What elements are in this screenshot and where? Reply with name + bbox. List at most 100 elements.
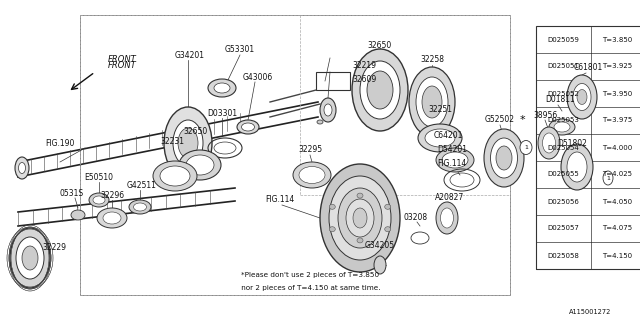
Ellipse shape (329, 176, 391, 260)
Ellipse shape (367, 71, 393, 109)
Text: D025058: D025058 (548, 252, 579, 259)
Text: T=4.000: T=4.000 (602, 145, 632, 150)
Text: D025051: D025051 (548, 63, 579, 69)
Ellipse shape (16, 237, 44, 279)
Ellipse shape (97, 208, 127, 228)
Bar (536, 26, 640, 269)
Text: G34205: G34205 (365, 242, 395, 251)
Ellipse shape (71, 210, 85, 220)
Ellipse shape (103, 212, 121, 224)
Ellipse shape (324, 104, 332, 116)
Text: T=3.850: T=3.850 (602, 36, 632, 43)
Ellipse shape (353, 208, 367, 228)
Text: FIG.114: FIG.114 (437, 158, 467, 167)
Text: C61801: C61801 (573, 63, 603, 73)
Text: D025056: D025056 (548, 198, 579, 204)
Ellipse shape (418, 124, 462, 152)
Text: G42511: G42511 (127, 181, 157, 190)
Ellipse shape (338, 188, 382, 248)
Ellipse shape (603, 171, 613, 185)
Text: G34201: G34201 (175, 51, 205, 60)
Text: G52502: G52502 (485, 116, 515, 124)
Ellipse shape (134, 203, 147, 211)
Text: C64201: C64201 (433, 131, 463, 140)
Ellipse shape (357, 193, 363, 198)
Ellipse shape (153, 161, 197, 191)
Ellipse shape (440, 208, 454, 228)
Ellipse shape (352, 49, 408, 131)
Ellipse shape (15, 157, 29, 179)
Text: FRONT: FRONT (108, 55, 137, 65)
Text: D025053: D025053 (548, 117, 579, 124)
Text: T=4.150: T=4.150 (602, 252, 632, 259)
Ellipse shape (330, 227, 335, 232)
Ellipse shape (573, 84, 591, 110)
Ellipse shape (214, 83, 230, 93)
Ellipse shape (422, 86, 442, 118)
Text: 32650: 32650 (184, 127, 208, 137)
Text: 1: 1 (606, 175, 610, 180)
Text: D025057: D025057 (548, 226, 579, 231)
Ellipse shape (360, 61, 400, 119)
Text: 32609: 32609 (352, 75, 376, 84)
Ellipse shape (357, 238, 363, 243)
Text: G53301: G53301 (225, 45, 255, 54)
Bar (80, 15, 510, 295)
Text: E50510: E50510 (84, 172, 113, 181)
Text: 0531S: 0531S (60, 188, 84, 197)
Text: T=3.925: T=3.925 (602, 63, 632, 69)
Text: D03301: D03301 (207, 109, 237, 118)
Ellipse shape (436, 148, 474, 172)
Ellipse shape (19, 163, 26, 173)
Text: 32295: 32295 (298, 146, 322, 155)
Ellipse shape (409, 67, 455, 137)
Ellipse shape (320, 164, 400, 272)
Text: T=4.050: T=4.050 (602, 198, 632, 204)
Text: nor 2 pieces of T=4.150 at same time.: nor 2 pieces of T=4.150 at same time. (239, 285, 381, 291)
Ellipse shape (484, 129, 524, 187)
Text: T=4.025: T=4.025 (602, 172, 632, 178)
Text: 32296: 32296 (100, 191, 124, 201)
Ellipse shape (561, 144, 593, 190)
Ellipse shape (577, 90, 587, 105)
Text: D025055: D025055 (548, 172, 579, 178)
Text: T=3.950: T=3.950 (602, 91, 632, 97)
Ellipse shape (89, 193, 109, 207)
Ellipse shape (320, 98, 336, 122)
Ellipse shape (173, 120, 203, 166)
Ellipse shape (186, 155, 214, 175)
Text: A115001272: A115001272 (569, 309, 611, 315)
Ellipse shape (567, 75, 597, 119)
Ellipse shape (442, 152, 468, 168)
Ellipse shape (549, 119, 575, 135)
Ellipse shape (317, 120, 323, 124)
Ellipse shape (496, 146, 512, 170)
Text: D51802: D51802 (557, 139, 587, 148)
Text: 32650: 32650 (368, 42, 392, 51)
Ellipse shape (374, 256, 386, 274)
Text: T=3.975: T=3.975 (602, 117, 632, 124)
Ellipse shape (330, 204, 335, 209)
Text: 1: 1 (524, 145, 528, 150)
Text: 32258: 32258 (420, 55, 444, 65)
Text: FRONT: FRONT (108, 60, 137, 69)
Ellipse shape (160, 166, 190, 186)
Ellipse shape (436, 202, 458, 234)
Ellipse shape (208, 79, 236, 97)
Bar (316, 72, 350, 90)
Ellipse shape (425, 129, 455, 147)
Ellipse shape (237, 120, 259, 134)
Text: 32231: 32231 (160, 138, 184, 147)
Text: T=4.075: T=4.075 (602, 226, 632, 231)
Ellipse shape (538, 127, 560, 159)
Ellipse shape (179, 150, 221, 180)
Text: 03208: 03208 (404, 213, 428, 222)
Text: FIG.190: FIG.190 (45, 139, 75, 148)
Ellipse shape (554, 122, 570, 132)
Ellipse shape (178, 128, 198, 158)
Text: *: * (519, 116, 525, 125)
Text: D025054: D025054 (548, 145, 579, 150)
Ellipse shape (416, 77, 448, 127)
Text: D01811: D01811 (545, 95, 575, 105)
Text: D025059: D025059 (548, 36, 579, 43)
